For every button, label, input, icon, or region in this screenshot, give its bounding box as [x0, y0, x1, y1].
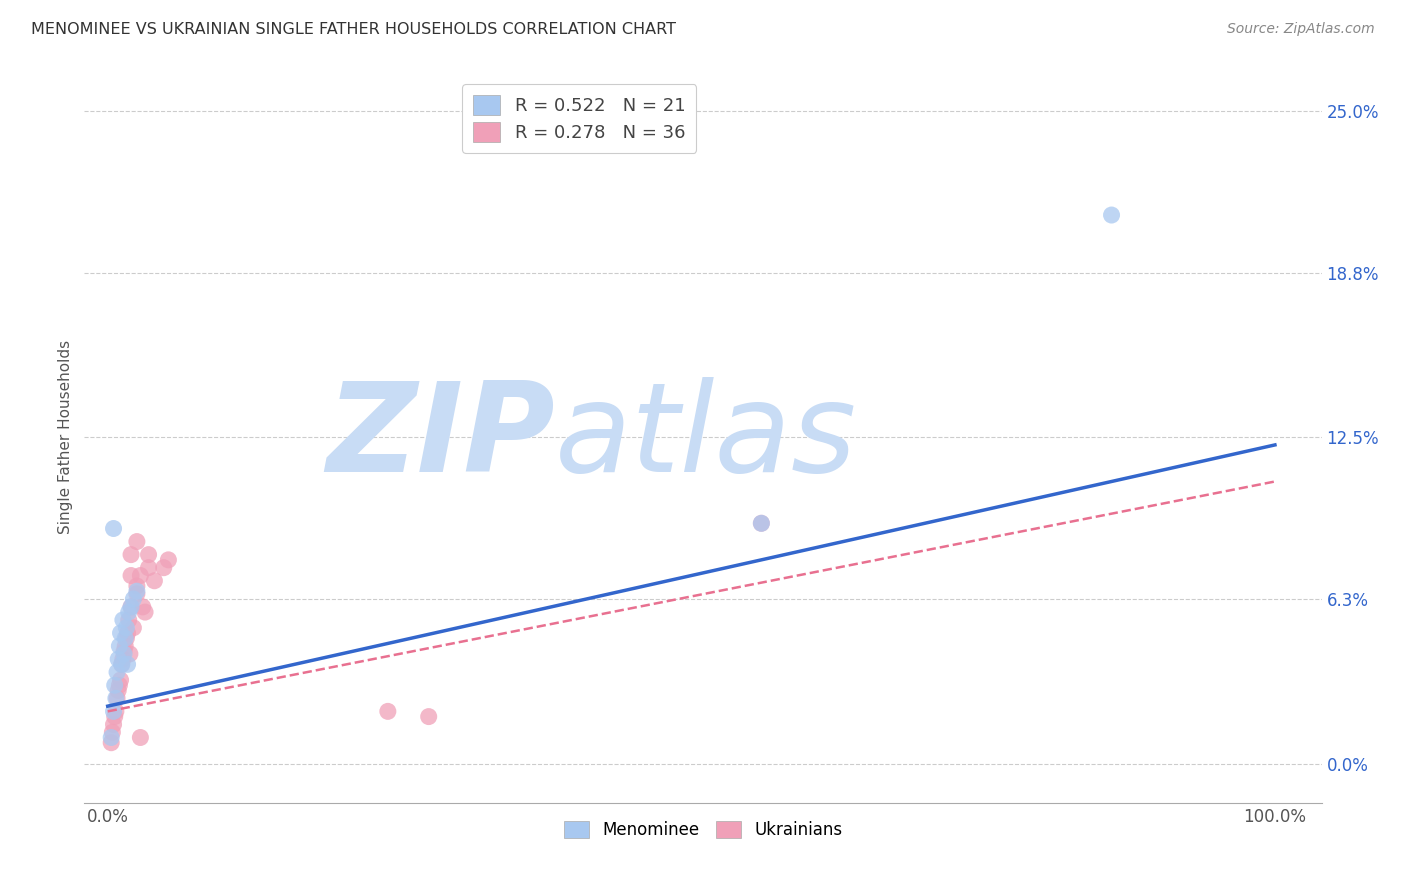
Y-axis label: Single Father Households: Single Father Households — [58, 340, 73, 534]
Text: MENOMINEE VS UKRAINIAN SINGLE FATHER HOUSEHOLDS CORRELATION CHART: MENOMINEE VS UKRAINIAN SINGLE FATHER HOU… — [31, 22, 676, 37]
Point — [377, 705, 399, 719]
Point — [107, 683, 129, 698]
Point — [132, 599, 155, 614]
Point — [129, 568, 152, 582]
Point — [100, 736, 122, 750]
Point — [134, 605, 156, 619]
Point — [120, 568, 142, 582]
Point — [108, 639, 131, 653]
Point — [104, 678, 127, 692]
Point — [112, 644, 135, 658]
Point — [143, 574, 166, 588]
Point — [114, 632, 136, 646]
Point — [157, 553, 180, 567]
Point — [108, 678, 131, 692]
Point — [107, 652, 129, 666]
Point — [118, 647, 141, 661]
Point — [152, 560, 174, 574]
Point — [111, 657, 134, 672]
Point — [111, 652, 134, 666]
Point — [115, 621, 138, 635]
Point — [100, 731, 122, 745]
Point — [105, 691, 128, 706]
Point — [103, 521, 125, 535]
Point — [103, 705, 125, 719]
Point — [125, 584, 148, 599]
Point — [118, 613, 141, 627]
Legend: Menominee, Ukrainians: Menominee, Ukrainians — [557, 814, 849, 846]
Point — [104, 691, 127, 706]
Point — [118, 605, 141, 619]
Point — [111, 657, 134, 672]
Point — [751, 516, 773, 531]
Point — [120, 599, 142, 614]
Text: atlas: atlas — [554, 376, 856, 498]
Point — [101, 725, 124, 739]
Point — [751, 516, 773, 531]
Point — [122, 592, 145, 607]
Point — [117, 657, 139, 672]
Point — [418, 709, 440, 723]
Point — [112, 647, 135, 661]
Point — [110, 673, 132, 687]
Point — [125, 587, 148, 601]
Point — [125, 534, 148, 549]
Point — [115, 632, 138, 646]
Point — [120, 548, 142, 562]
Point — [122, 621, 145, 635]
Point — [104, 709, 127, 723]
Point — [138, 548, 160, 562]
Point — [138, 560, 160, 574]
Point — [129, 731, 152, 745]
Point — [111, 613, 134, 627]
Point — [114, 639, 136, 653]
Text: Source: ZipAtlas.com: Source: ZipAtlas.com — [1227, 22, 1375, 37]
Point — [125, 579, 148, 593]
Point — [110, 626, 132, 640]
Point — [120, 599, 142, 614]
Point — [103, 717, 125, 731]
Point — [117, 626, 139, 640]
Point — [1101, 208, 1123, 222]
Text: ZIP: ZIP — [326, 376, 554, 498]
Point — [105, 665, 128, 680]
Point — [104, 705, 127, 719]
